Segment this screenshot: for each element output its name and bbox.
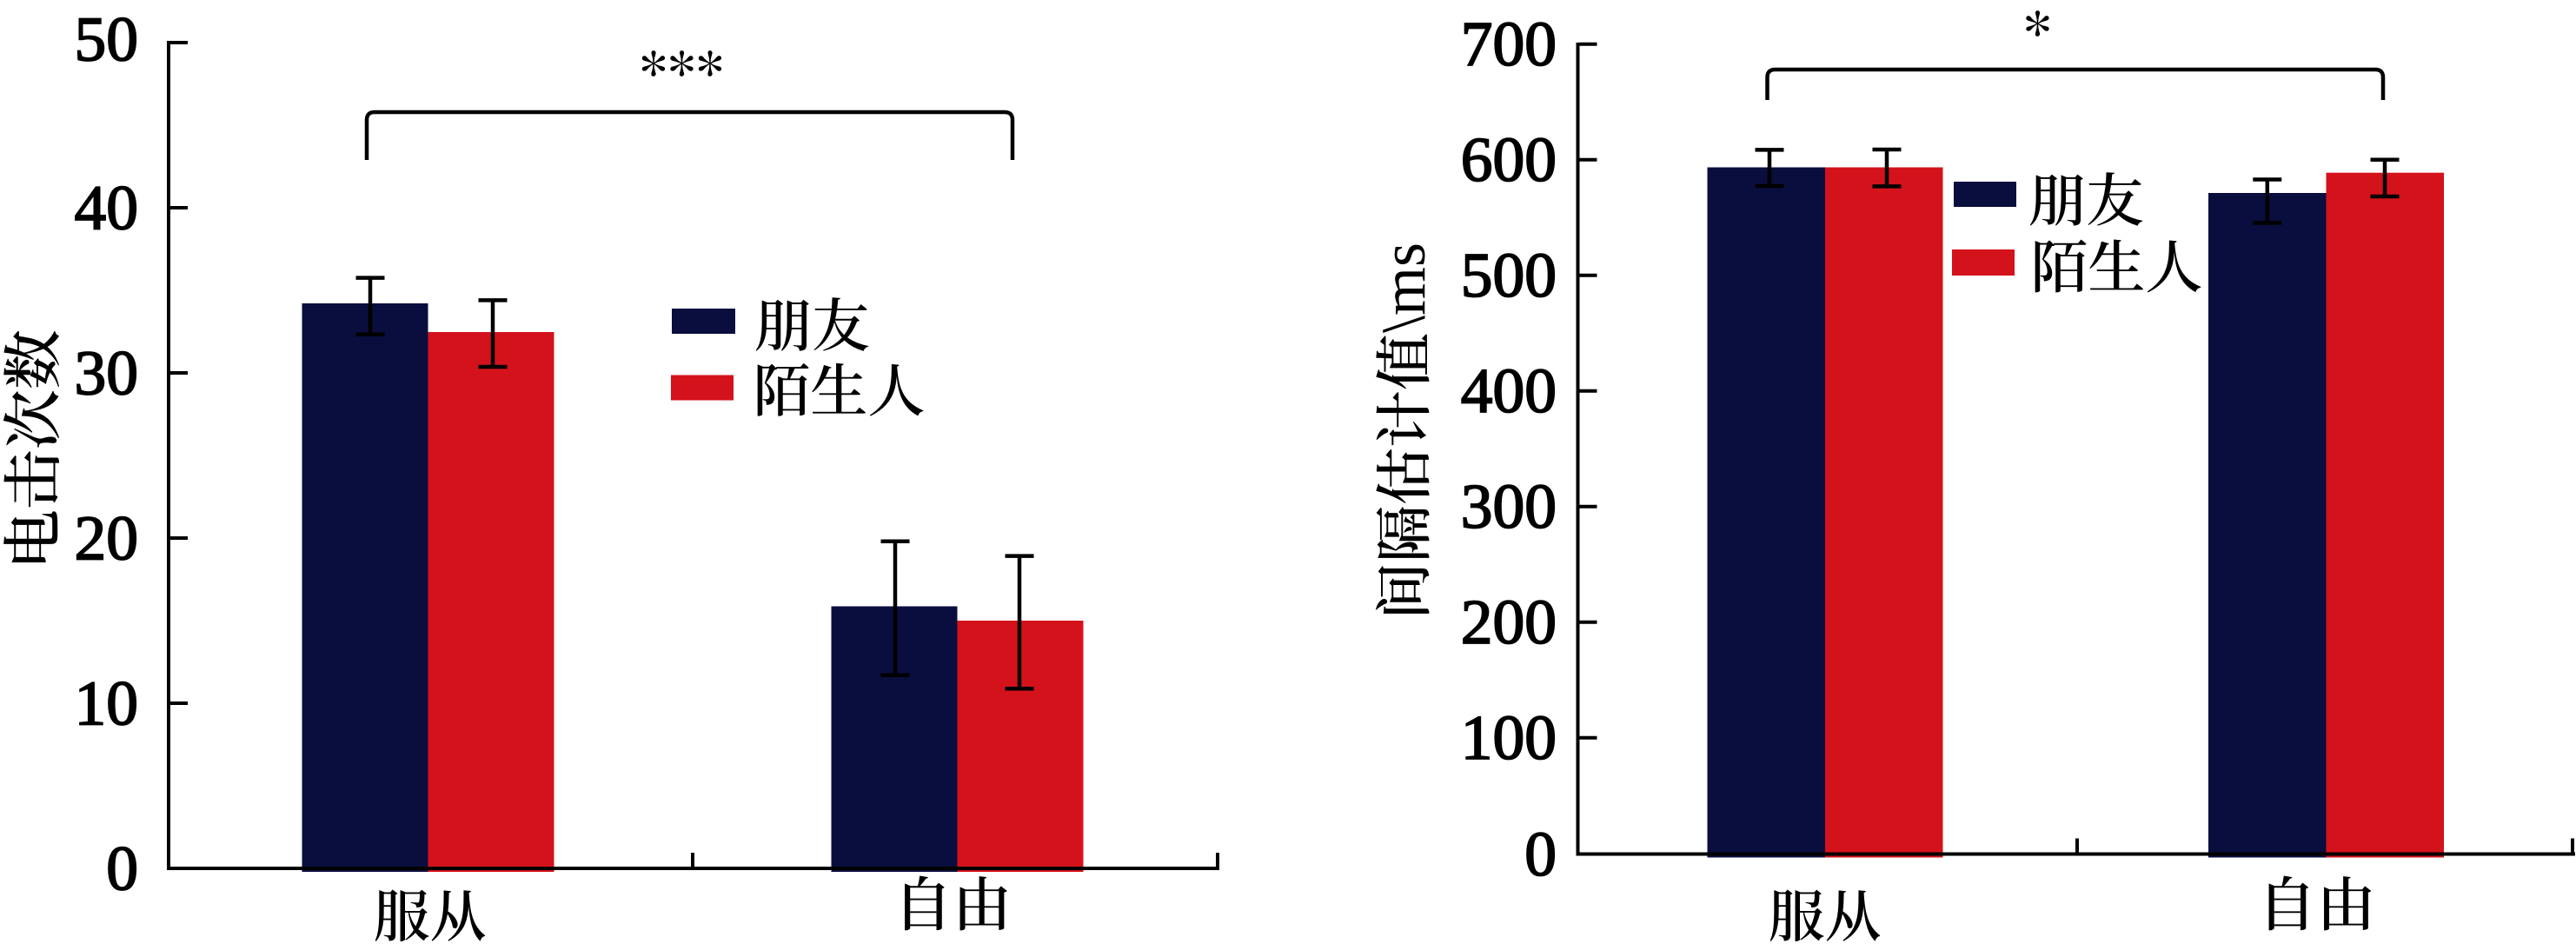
svg-text:700: 700: [1461, 9, 1557, 79]
svg-text:100: 100: [1461, 702, 1557, 773]
svg-text:200: 200: [1461, 587, 1557, 657]
svg-text:\ms: \ms: [1369, 243, 1438, 333]
svg-text:30: 30: [75, 337, 139, 408]
svg-text:50: 50: [75, 3, 139, 74]
svg-text:400: 400: [1461, 356, 1557, 426]
svg-text:600: 600: [1461, 124, 1557, 195]
svg-text:10: 10: [75, 668, 139, 738]
svg-text:300: 300: [1461, 471, 1557, 542]
svg-text:20: 20: [75, 502, 139, 573]
svg-text:500: 500: [1461, 240, 1557, 310]
svg-text:40: 40: [75, 172, 139, 243]
svg-text:0: 0: [106, 833, 138, 903]
svg-text:0: 0: [1524, 819, 1557, 889]
